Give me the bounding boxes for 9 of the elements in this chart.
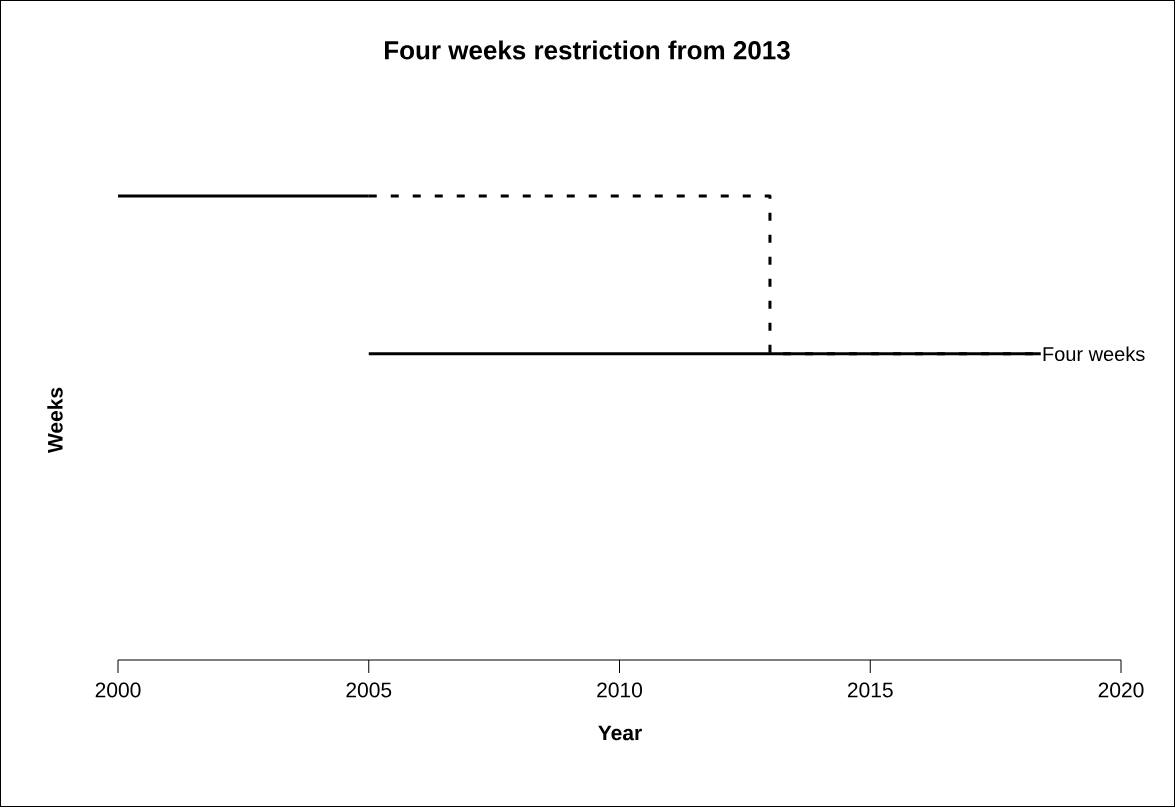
x-tick-label: 2020 xyxy=(1098,682,1144,698)
y-axis-title: Weeks xyxy=(47,387,63,454)
x-axis-title: Year xyxy=(598,725,642,741)
x-tick-label: 2015 xyxy=(847,682,893,698)
chart-title: Four weeks restriction from 2013 xyxy=(385,40,790,60)
x-tick-label: 2010 xyxy=(597,682,643,698)
x-tick-label: 2005 xyxy=(346,682,392,698)
x-tick-label: 2000 xyxy=(95,682,141,698)
series-label: Four weeks xyxy=(1043,346,1145,362)
